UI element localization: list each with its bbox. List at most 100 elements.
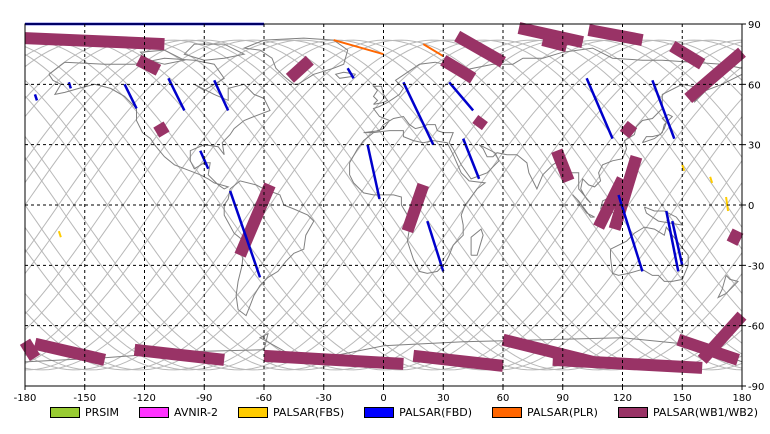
palsar-plr-swath-group — [333, 39, 444, 58]
palsar-fbs-swath-group — [57, 164, 730, 238]
palsar-wb-swath — [401, 182, 430, 234]
palsar-plr-swath — [333, 39, 384, 56]
coastline — [349, 130, 487, 274]
palsar-wb-swath — [517, 22, 584, 48]
palsar-fbd-swath — [213, 79, 230, 112]
palsar-fbd-swath — [199, 150, 210, 170]
y-tick-label: 0 — [748, 201, 754, 212]
legend-item-palsar-plr: PALSAR(PLR) — [492, 406, 598, 419]
legend-swatch-palsar-fbs — [237, 406, 268, 418]
y-tick-label: -90 — [748, 382, 764, 393]
palsar-wb-swath — [454, 30, 506, 68]
palsar-wb-swath — [234, 182, 276, 258]
palsar-fbs-swath — [725, 196, 730, 212]
x-tick-label: 60 — [497, 393, 510, 404]
palsar-wb-swath — [153, 121, 170, 138]
legend-label-palsar-wb: PALSAR(WB1/WB2) — [652, 405, 759, 419]
palsar-wb-swath — [285, 55, 314, 83]
palsar-fbd-swath — [123, 83, 138, 110]
legend-label-palsar-fbd: PALSAR(FBD) — [399, 405, 473, 419]
x-tick-label: 180 — [732, 393, 751, 404]
coastline — [716, 275, 739, 299]
legend: PRSIM AVNIR-2 PALSAR(FBS) PALSAR(FBD) PA… — [50, 403, 770, 421]
x-tick-label: -60 — [256, 393, 272, 404]
x-tick-label: -30 — [316, 393, 332, 404]
legend-item-prsim: PRSIM — [50, 406, 119, 419]
palsar-wb-swath — [619, 120, 638, 139]
palsar-fbd-swath — [346, 67, 355, 79]
legend-swatch-palsar-plr — [492, 406, 523, 418]
y-tick-label: 60 — [748, 80, 761, 91]
palsar-wb-swath — [33, 337, 107, 366]
palsar-fbd-swath — [462, 138, 481, 180]
orbit-track — [24, 39, 743, 371]
x-tick-label: 150 — [673, 393, 692, 404]
coastline — [470, 228, 484, 256]
palsar-wb-swath-group — [19, 22, 747, 374]
tick-labels: -180 -150 -120 -90 -60 -30 0 30 60 90 120 150 180 90 6… — [14, 20, 765, 404]
y-tick-label: -60 — [748, 322, 764, 333]
legend-label-prsim: PRSIM — [85, 405, 119, 419]
palsar-fbs-swath — [681, 164, 686, 172]
palsar-fbd-swath — [671, 220, 684, 266]
palsar-fbd-swath — [426, 220, 445, 272]
palsar-plr-swath — [422, 43, 444, 58]
palsar-wb-swath — [263, 349, 404, 370]
palsar-fbs-swath — [57, 230, 62, 238]
legend-label-palsar-plr: PALSAR(PLR) — [527, 405, 598, 419]
x-tick-label: -90 — [196, 393, 212, 404]
palsar-fbd-swath — [651, 79, 676, 140]
legend-item-palsar-fbs: PALSAR(FBS) — [237, 405, 345, 419]
x-tick-label: 0 — [380, 393, 386, 404]
palsar-wb-swath — [587, 24, 644, 46]
coastline — [334, 71, 356, 79]
palsar-wb-swath — [24, 32, 165, 51]
palsar-wb-swath — [676, 334, 740, 366]
x-tick-label: -150 — [73, 393, 96, 404]
coastline — [610, 225, 689, 282]
palsar-wb-swath — [726, 228, 744, 246]
y-tick-label: 30 — [748, 141, 761, 152]
palsar-wb-swath — [135, 54, 162, 76]
legend-item-palsar-fbd: PALSAR(FBD) — [364, 406, 472, 419]
palsar-wb-swath — [552, 353, 703, 374]
x-tick-label: 120 — [613, 393, 632, 404]
legend-label-avnir2: AVNIR-2 — [174, 405, 218, 419]
coastline — [643, 206, 684, 226]
legend-swatch-palsar-wb — [617, 406, 648, 418]
palsar-wb-swath — [472, 114, 488, 131]
legend-label-palsar-fbs: PALSAR(FBS) — [272, 405, 345, 419]
palsar-fbd-swath — [366, 144, 381, 200]
palsar-wb-swath — [684, 47, 746, 103]
palsar-fbd-swath — [448, 81, 475, 112]
coastline — [572, 194, 595, 218]
palsar-wb-swath — [440, 55, 477, 84]
palsar-fbd-swath — [33, 93, 39, 101]
x-tick-label: -120 — [133, 393, 156, 404]
palsar-wb-swath — [669, 40, 706, 70]
palsar-fbd-swath — [617, 194, 644, 272]
palsar-wb-swath — [19, 338, 41, 362]
legend-swatch-prsim — [50, 406, 80, 418]
palsar-fbd-swath — [67, 81, 72, 89]
y-tick-label: 90 — [748, 20, 761, 31]
palsar-fbd-swath — [665, 210, 680, 272]
palsar-wb-swath — [608, 154, 643, 231]
palsar-wb-swath — [593, 176, 628, 230]
palsar-fbd-swath — [402, 81, 435, 146]
palsar-fbd-swath — [167, 77, 186, 112]
coastline — [641, 113, 674, 144]
palsar-wb-swath — [541, 34, 569, 52]
legend-item-palsar-wb: PALSAR(WB1/WB2) — [617, 405, 759, 419]
legend-item-avnir2: AVNIR-2 — [139, 406, 218, 419]
palsar-wb-swath — [412, 349, 504, 372]
x-tick-label: 30 — [437, 393, 450, 404]
y-tick-label: -30 — [748, 261, 764, 272]
coastline — [48, 57, 271, 190]
palsar-fbd-swath — [585, 77, 614, 140]
coastline — [242, 37, 349, 85]
x-tick-label: 90 — [556, 393, 569, 404]
palsar-wb-swath — [133, 343, 225, 366]
